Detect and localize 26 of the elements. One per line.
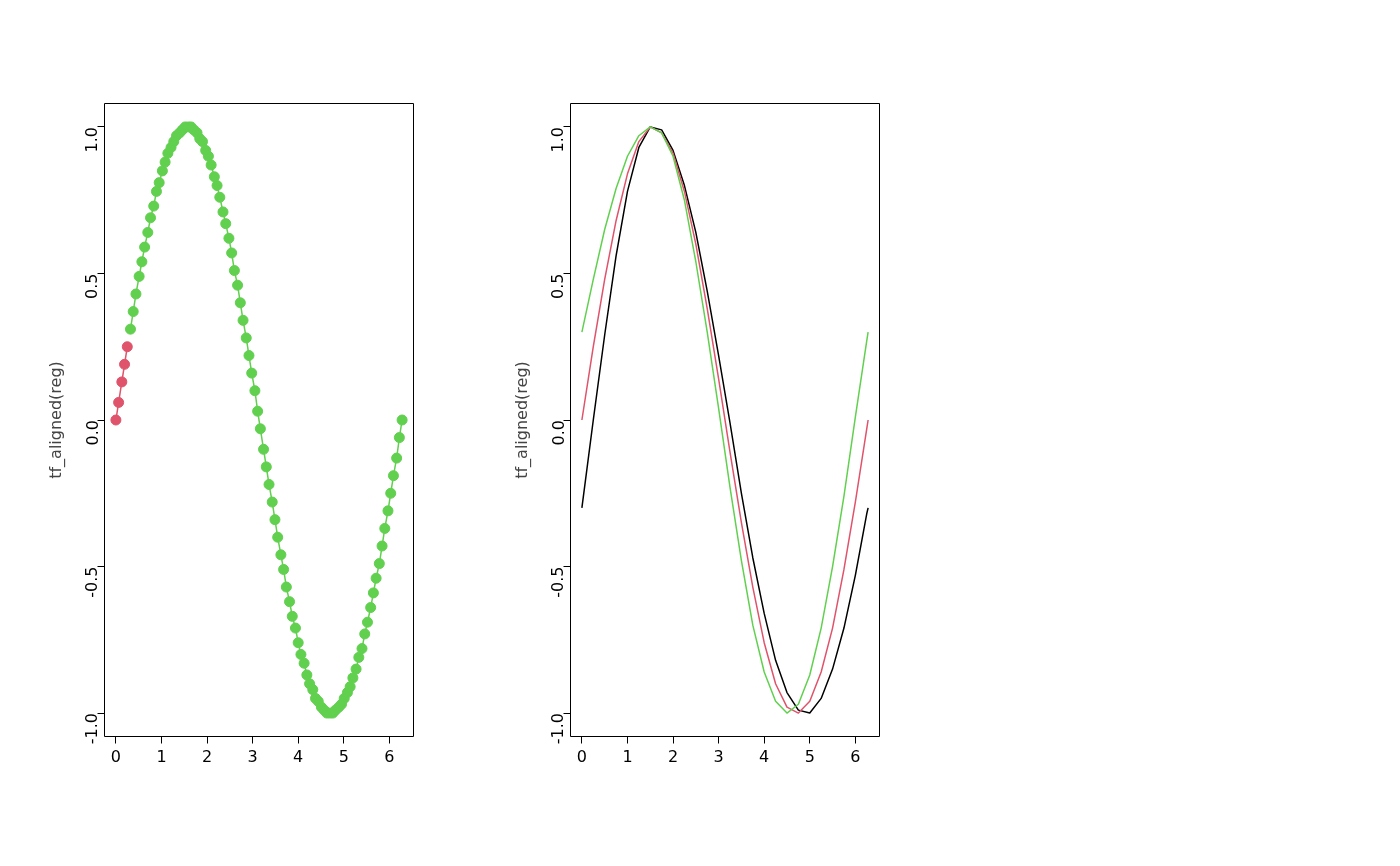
y-tick-label: -0.5 [548,566,568,598]
y-axis-title: tf_aligned(reg) [45,361,66,479]
x-tick-label: 1 [156,746,167,766]
y-tick-label: 0.5 [82,273,102,299]
y-tick-label: -0.5 [82,566,102,598]
x-tick-label: 0 [110,746,121,766]
x-tick-label: 3 [713,746,724,766]
x-tick-label: 2 [201,746,213,766]
x-tick-label: 6 [850,746,861,766]
y-tick-label: -1.0 [548,713,568,745]
x-tick-label: 4 [759,746,770,766]
x-tick-label: 4 [293,746,304,766]
x-tick-label: 2 [667,746,679,766]
y-tick-label: -1.0 [82,713,102,745]
x-tick-label: 3 [247,746,258,766]
y-tick-label: 1.0 [82,126,102,153]
y-tick-label: 1.0 [548,126,568,153]
x-tick-label: 5 [338,746,349,766]
x-tick-label: 0 [576,746,587,766]
y-tick-label: 0.5 [548,273,568,299]
x-tick-label: 1 [622,746,633,766]
y-tick-label: 0.0 [548,419,568,446]
x-tick-label: 5 [804,746,815,766]
y-tick-label: 0.0 [82,419,102,446]
y-axis-title: tf_aligned(reg) [511,361,532,479]
x-tick-label: 6 [384,746,395,766]
